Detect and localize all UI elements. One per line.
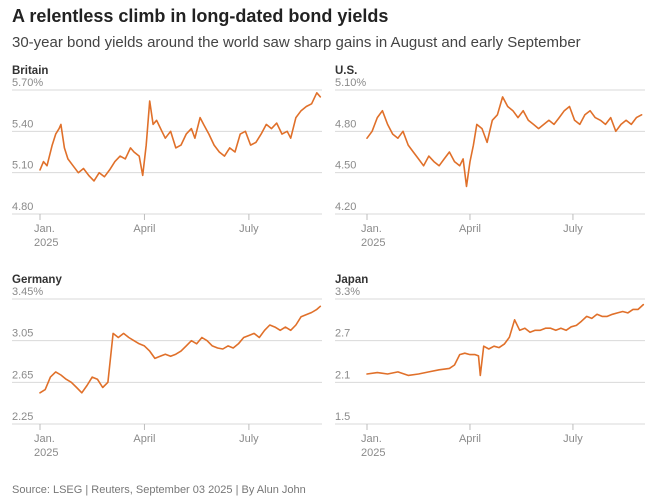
panel-title: Britain — [12, 65, 48, 77]
panel-us: U.S. 4.20 4.50 4.80 5.10% Jan. 2025 April July — [335, 65, 645, 249]
y-tick-label: 5.10 — [12, 160, 33, 172]
chart-subtitle: 30-year bond yields around the world saw… — [12, 34, 581, 51]
y-tick-label: 3.05 — [12, 328, 33, 340]
y-tick-label: 2.7 — [335, 328, 350, 340]
panel-japan: Japan 1.5 2.1 2.7 3.3% Jan. 2025 April July — [335, 274, 645, 459]
x-tick-label: July — [563, 223, 583, 235]
y-tick-label: 4.50 — [335, 160, 356, 172]
panel-britain: Britain 4.80 5.10 5.40 5.70% Jan. 2025 April Jul… — [12, 65, 322, 249]
series-line — [366, 303, 645, 377]
x-tick-label: 2025 — [34, 447, 58, 459]
series-line — [366, 96, 643, 188]
y-tick-label: 2.65 — [12, 369, 33, 381]
y-tick-label: 5.10% — [335, 77, 366, 89]
x-tick-label: Jan. — [361, 433, 382, 445]
x-tick-label: 2025 — [34, 237, 58, 249]
x-tick-label: 2025 — [361, 447, 385, 459]
chart-title: A relentless climb in long-dated bond yi… — [12, 6, 389, 26]
y-tick-label: 3.45% — [12, 286, 43, 298]
panel-title: U.S. — [335, 65, 357, 77]
source-note: Source: LSEG | Reuters, September 03 202… — [12, 484, 306, 496]
y-tick-label: 4.80 — [12, 201, 33, 213]
x-tick-label: April — [459, 223, 481, 235]
series-line — [39, 305, 322, 394]
y-tick-label: 4.80 — [335, 118, 356, 130]
x-tick-label: Jan. — [34, 433, 55, 445]
y-tick-label: 5.70% — [12, 77, 43, 89]
panel-title: Japan — [335, 274, 368, 286]
y-tick-label: 2.1 — [335, 369, 350, 381]
x-tick-label: Jan. — [34, 223, 55, 235]
x-tick-label: Jan. — [361, 223, 382, 235]
x-tick-label: July — [239, 223, 259, 235]
y-tick-label: 1.5 — [335, 411, 350, 423]
y-tick-label: 4.20 — [335, 201, 356, 213]
x-tick-label: July — [563, 433, 583, 445]
x-tick-label: April — [133, 433, 155, 445]
y-tick-label: 2.25 — [12, 411, 33, 423]
series-line — [39, 92, 322, 182]
x-tick-label: 2025 — [361, 237, 385, 249]
x-tick-label: April — [459, 433, 481, 445]
x-tick-label: July — [239, 433, 259, 445]
x-tick-label: April — [133, 223, 155, 235]
y-tick-label: 3.3% — [335, 286, 360, 298]
y-tick-label: 5.40 — [12, 118, 33, 130]
panel-germany: Germany 2.25 2.65 3.05 3.45% Jan. 2025 April Jul… — [12, 274, 322, 459]
panel-title: Germany — [12, 274, 62, 286]
